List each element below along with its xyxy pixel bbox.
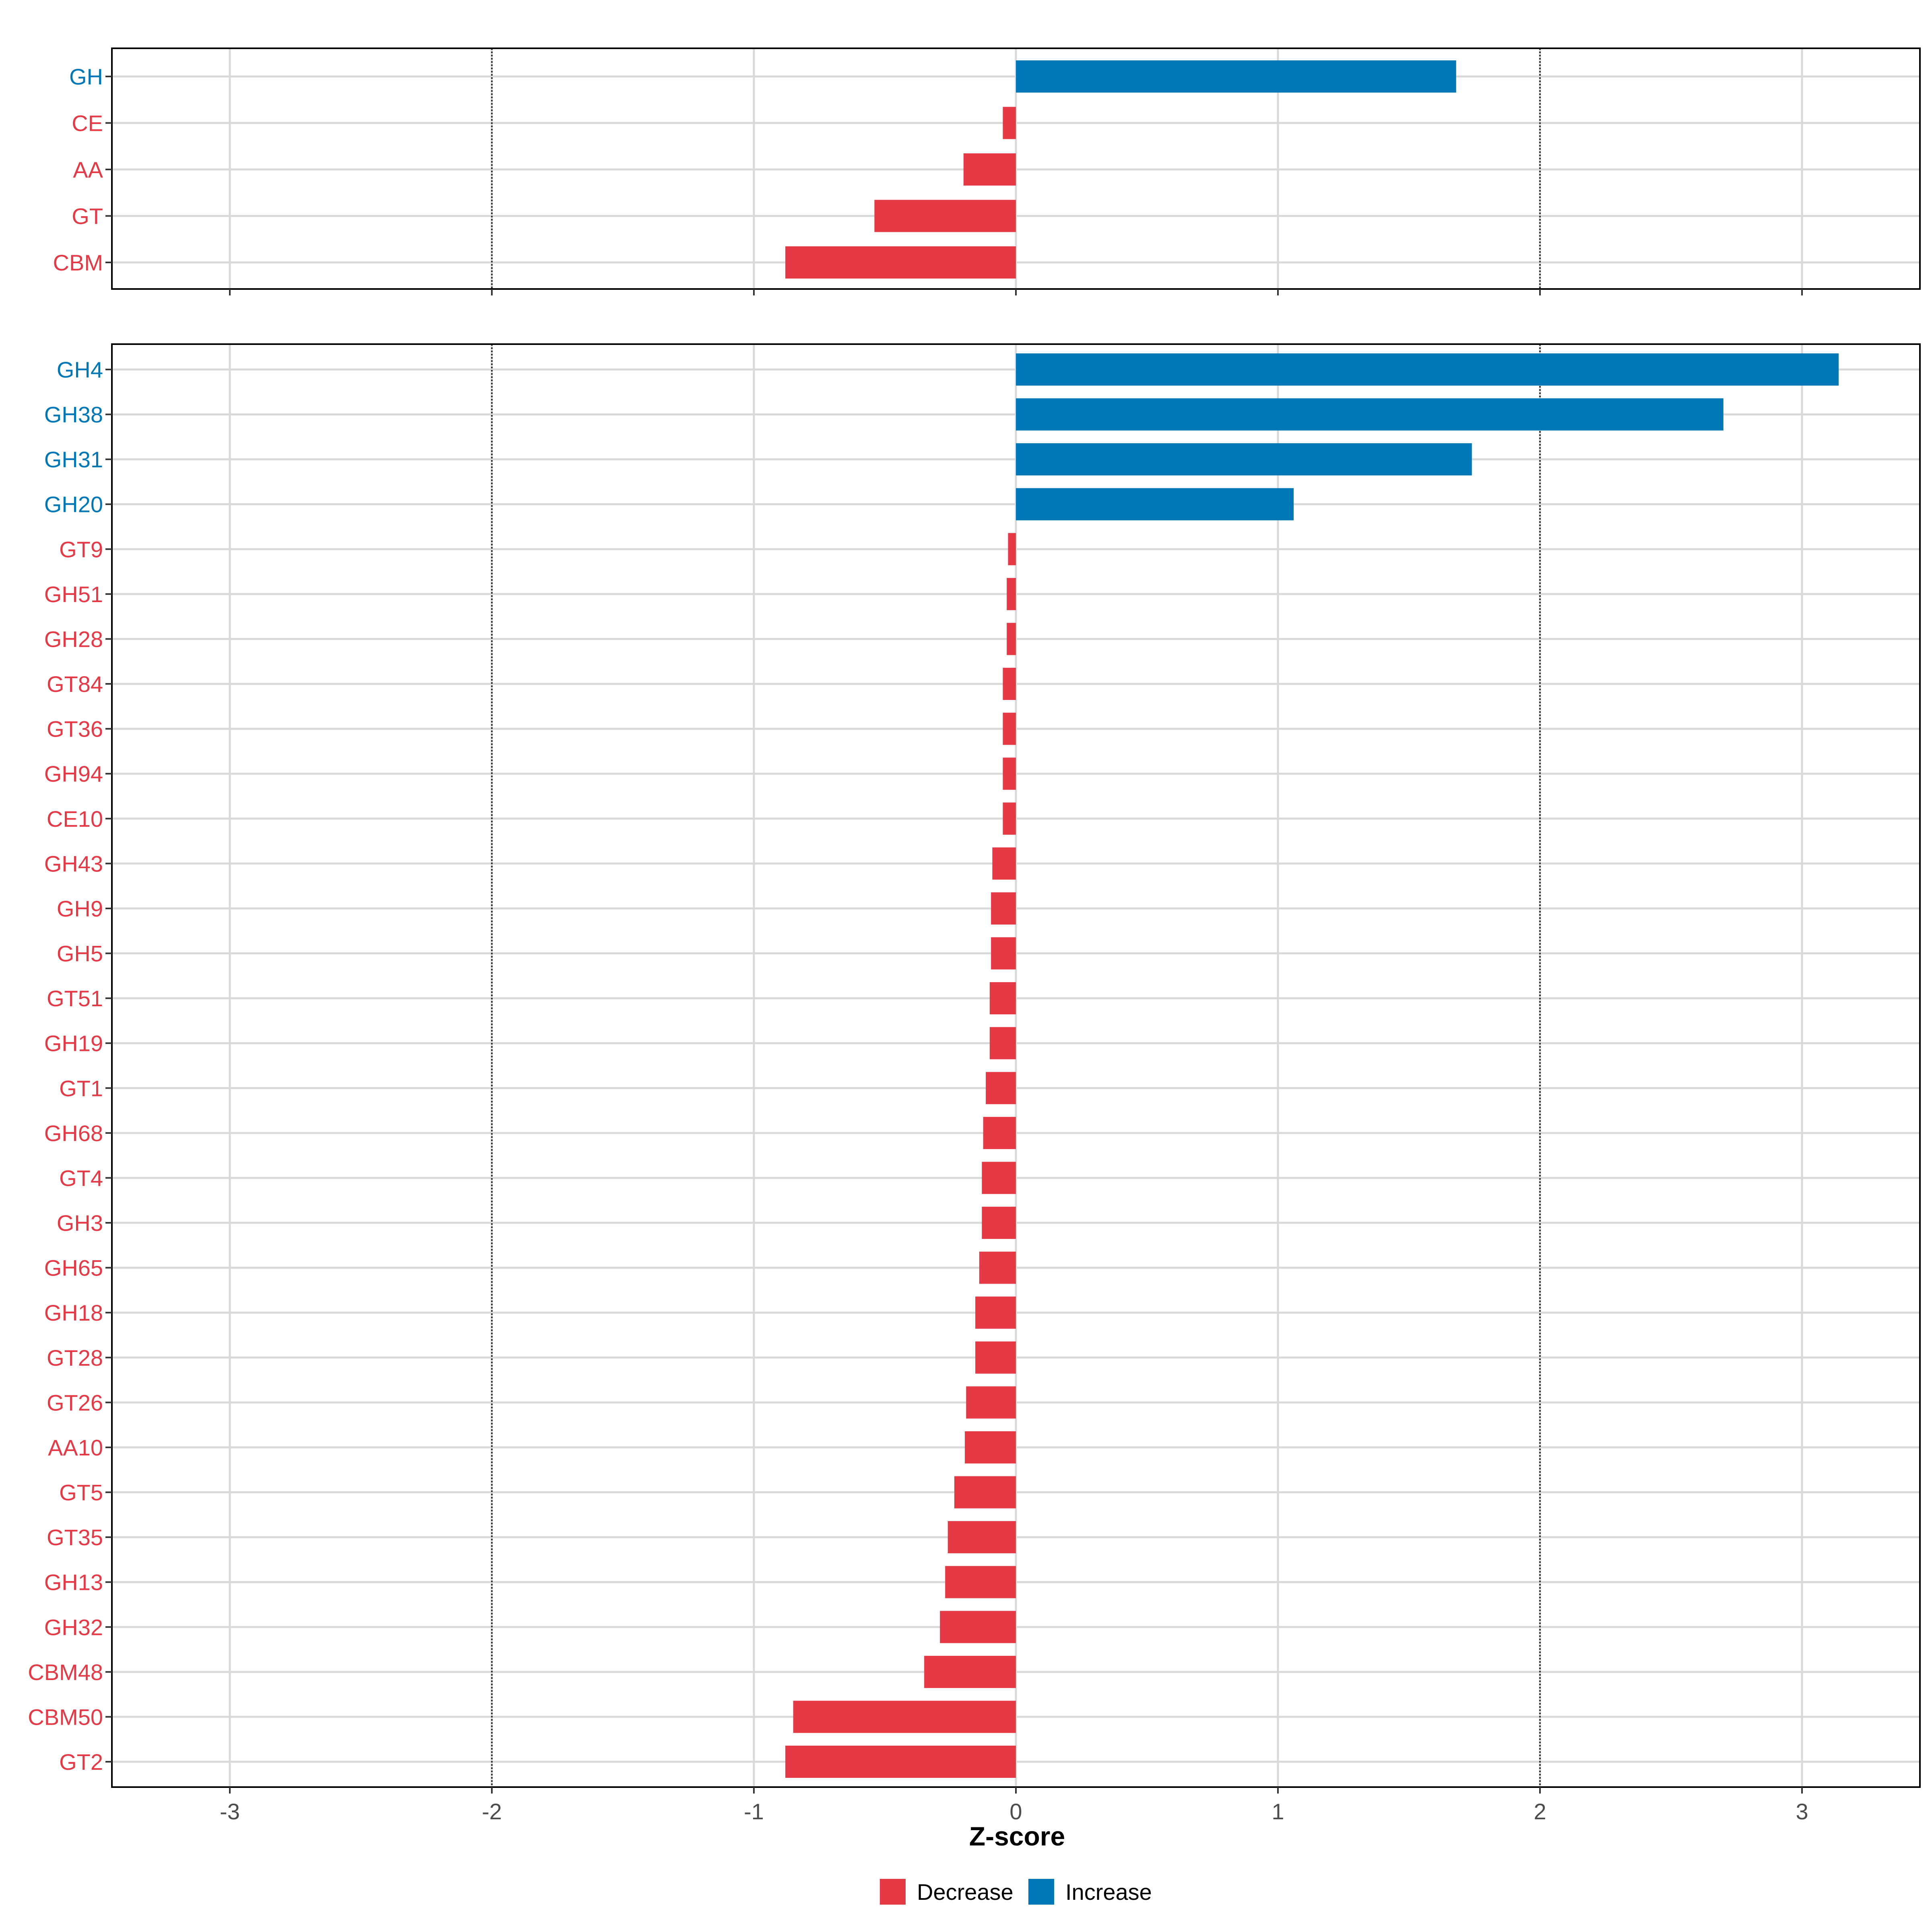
bar-aa [963,153,1016,186]
bar-gh38 [1016,398,1724,431]
category-label-gh3: GH3 [57,1210,103,1236]
bar-gh31 [1016,443,1472,476]
bar-gt28 [975,1341,1016,1374]
labels-layer: GHCEAAGTCBMGH4GH38GH31GH20GT9GH51GH28GT8… [28,64,1808,1824]
category-label-gh4: GH4 [57,357,103,382]
bar-gt84 [1003,668,1016,700]
category-label-gt: GT [72,204,103,229]
category-label-gt4: GT4 [59,1165,103,1191]
category-label-gt5: GT5 [59,1480,103,1505]
x-axis-title: Z-score [969,1821,1065,1851]
category-label-gh38: GH38 [44,402,103,427]
bar-gt5 [954,1476,1016,1509]
category-label-gh31: GH31 [44,447,103,472]
legend-swatch-decrease [880,1879,906,1905]
category-label-gh51: GH51 [44,582,103,607]
bar-gt36 [1003,712,1016,745]
bar-gt51 [989,982,1016,1015]
bar-gh3 [982,1207,1016,1239]
bar-gt [874,200,1016,232]
bar-gt2 [785,1746,1016,1778]
category-label-gh32: GH32 [44,1614,103,1640]
bar-gh4 [1016,353,1839,386]
bar-gh20 [1016,488,1294,520]
legend: Decrease Increase [880,1879,1152,1905]
category-label-aa: AA [73,157,103,182]
category-label-ce10: CE10 [47,806,103,832]
bar-gh68 [983,1117,1016,1149]
bar-gh94 [1003,758,1016,790]
bar-gh18 [975,1296,1016,1329]
legend-label-decrease: Decrease [917,1879,1013,1905]
category-label-gt9: GT9 [59,537,103,562]
x-tick-label-1: -2 [482,1799,502,1824]
category-label-gh9: GH9 [57,896,103,921]
bar-gt35 [947,1521,1016,1554]
x-tick-label-4: 1 [1271,1799,1284,1824]
bar-gh5 [991,937,1016,970]
bar-gh32 [940,1611,1016,1643]
category-label-ce: CE [72,111,103,136]
category-label-gh18: GH18 [44,1300,103,1325]
bars-layer [785,60,1839,1778]
bar-cbm [785,246,1016,279]
category-label-gh68: GH68 [44,1121,103,1146]
category-label-cbm50: CBM50 [28,1704,103,1730]
category-label-gt28: GT28 [47,1345,103,1371]
bar-gt1 [986,1072,1016,1104]
bar-gt9 [1008,533,1016,566]
x-tick-label-3: 0 [1009,1799,1022,1824]
category-label-cbm48: CBM48 [28,1660,103,1685]
bar-gh19 [989,1027,1016,1059]
bar-gh [1016,60,1456,93]
category-label-gh20: GH20 [44,492,103,517]
bar-gh51 [1007,578,1016,610]
x-tick-label-5: 2 [1534,1799,1546,1824]
category-label-gh: GH [69,64,103,89]
panel-frames-layer [105,47,1921,1794]
bar-ce10 [1003,802,1016,835]
category-label-gt1: GT1 [59,1075,103,1101]
category-label-gh65: GH65 [44,1255,103,1281]
bar-gt26 [966,1386,1016,1419]
category-label-gt36: GT36 [47,716,103,742]
bar-cbm48 [924,1655,1016,1688]
bar-gh65 [979,1251,1016,1284]
legend-label-increase: Increase [1065,1879,1152,1905]
category-label-gt2: GT2 [59,1749,103,1775]
category-label-gh5: GH5 [57,941,103,966]
x-tick-label-6: 3 [1796,1799,1808,1824]
category-label-cbm: CBM [53,250,103,275]
bar-gt4 [982,1162,1016,1194]
bar-gh9 [991,892,1016,925]
bar-cbm50 [793,1701,1016,1733]
bar-gh13 [945,1566,1016,1598]
category-label-gh94: GH94 [44,761,103,786]
x-tick-label-2: -1 [744,1799,764,1824]
category-label-gh28: GH28 [44,626,103,652]
bar-gh28 [1007,623,1016,655]
category-label-gh43: GH43 [44,851,103,876]
category-label-gh13: GH13 [44,1570,103,1595]
category-label-gt26: GT26 [47,1390,103,1415]
category-label-gh19: GH19 [44,1031,103,1056]
bar-gh43 [992,847,1016,880]
category-label-gt51: GT51 [47,986,103,1011]
category-label-aa10: AA10 [48,1435,103,1460]
category-label-gt84: GT84 [47,671,103,697]
legend-swatch-increase [1028,1879,1054,1905]
bar-aa10 [965,1431,1016,1463]
x-tick-label-0: -3 [220,1799,240,1824]
category-label-gt35: GT35 [47,1525,103,1550]
bar-ce [1003,107,1016,139]
